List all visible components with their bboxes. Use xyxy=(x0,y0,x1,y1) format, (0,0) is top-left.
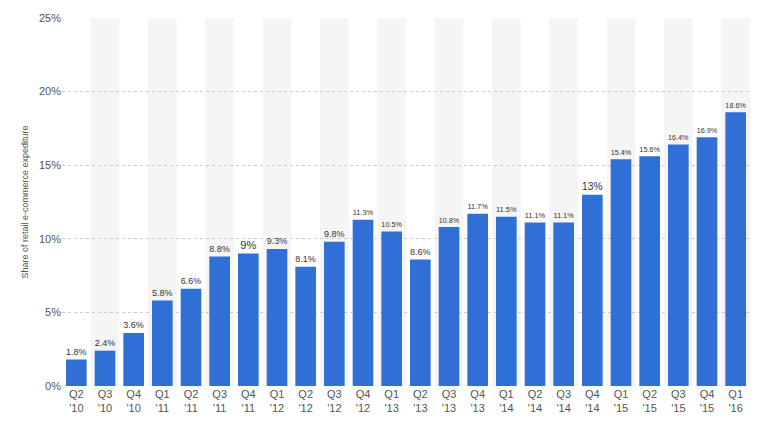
svg-text:Q1'13: Q1'13 xyxy=(384,388,399,414)
svg-text:3.6%: 3.6% xyxy=(123,320,143,330)
svg-text:Q4'14: Q4'14 xyxy=(585,388,600,414)
svg-text:0%: 0% xyxy=(45,380,61,392)
svg-text:18.6%: 18.6% xyxy=(725,101,746,110)
svg-text:9.8%: 9.8% xyxy=(324,229,344,239)
svg-text:11.7%: 11.7% xyxy=(467,202,488,211)
svg-text:Q3'15: Q3'15 xyxy=(671,388,686,414)
svg-text:Q2'10: Q2'10 xyxy=(69,388,84,414)
svg-text:10.5%: 10.5% xyxy=(381,220,402,229)
svg-text:11.5%: 11.5% xyxy=(496,205,517,214)
svg-text:8.6%: 8.6% xyxy=(410,247,430,257)
svg-text:Q3'13: Q3'13 xyxy=(442,388,457,414)
svg-text:Q3'12: Q3'12 xyxy=(327,388,342,414)
svg-text:25%: 25% xyxy=(39,12,61,24)
svg-text:Share of retail e-commerce exp: Share of retail e-commerce expediture xyxy=(20,125,30,278)
svg-text:5%: 5% xyxy=(45,306,61,318)
svg-text:1.8%: 1.8% xyxy=(66,347,86,357)
svg-text:Q4'12: Q4'12 xyxy=(356,388,371,414)
svg-text:Q4'11: Q4'11 xyxy=(241,388,256,414)
svg-text:Q1'11: Q1'11 xyxy=(155,388,170,414)
svg-text:Q4'13: Q4'13 xyxy=(470,388,485,414)
svg-text:16.4%: 16.4% xyxy=(668,133,689,142)
svg-text:2.4%: 2.4% xyxy=(95,338,115,348)
svg-text:9.3%: 9.3% xyxy=(267,236,287,246)
svg-text:15%: 15% xyxy=(39,159,61,171)
svg-text:15.4%: 15.4% xyxy=(611,148,632,157)
svg-text:6.6%: 6.6% xyxy=(181,276,201,286)
svg-text:9%: 9% xyxy=(240,239,256,251)
svg-text:13%: 13% xyxy=(582,181,602,192)
svg-text:Q2'12: Q2'12 xyxy=(298,388,313,414)
svg-text:11.1%: 11.1% xyxy=(553,211,574,220)
svg-text:5.8%: 5.8% xyxy=(152,288,172,298)
svg-text:15.6%: 15.6% xyxy=(639,145,660,154)
svg-text:Q3'14: Q3'14 xyxy=(556,388,571,414)
svg-text:8.1%: 8.1% xyxy=(295,254,315,264)
svg-text:Q2'11: Q2'11 xyxy=(184,388,199,414)
svg-text:8.8%: 8.8% xyxy=(209,244,229,254)
svg-text:10%: 10% xyxy=(39,233,61,245)
svg-text:Q2'14: Q2'14 xyxy=(528,388,543,414)
svg-text:Q1'15: Q1'15 xyxy=(614,388,629,414)
svg-text:Q4'15: Q4'15 xyxy=(700,388,715,414)
svg-text:Q2'13: Q2'13 xyxy=(413,388,428,414)
svg-text:Q3'10: Q3'10 xyxy=(98,388,113,414)
svg-text:10.8%: 10.8% xyxy=(439,216,460,225)
svg-text:Q1'16: Q1'16 xyxy=(728,388,743,414)
svg-text:Q3'11: Q3'11 xyxy=(212,388,227,414)
svg-text:16.9%: 16.9% xyxy=(697,126,718,135)
svg-text:11.1%: 11.1% xyxy=(525,211,546,220)
svg-text:20%: 20% xyxy=(39,85,61,97)
svg-text:11.3%: 11.3% xyxy=(353,208,374,217)
svg-text:Q1'14: Q1'14 xyxy=(499,388,514,414)
svg-text:Q4'10: Q4'10 xyxy=(126,388,141,414)
svg-text:Q2'15: Q2'15 xyxy=(642,388,657,414)
svg-text:Q1'12: Q1'12 xyxy=(270,388,285,414)
